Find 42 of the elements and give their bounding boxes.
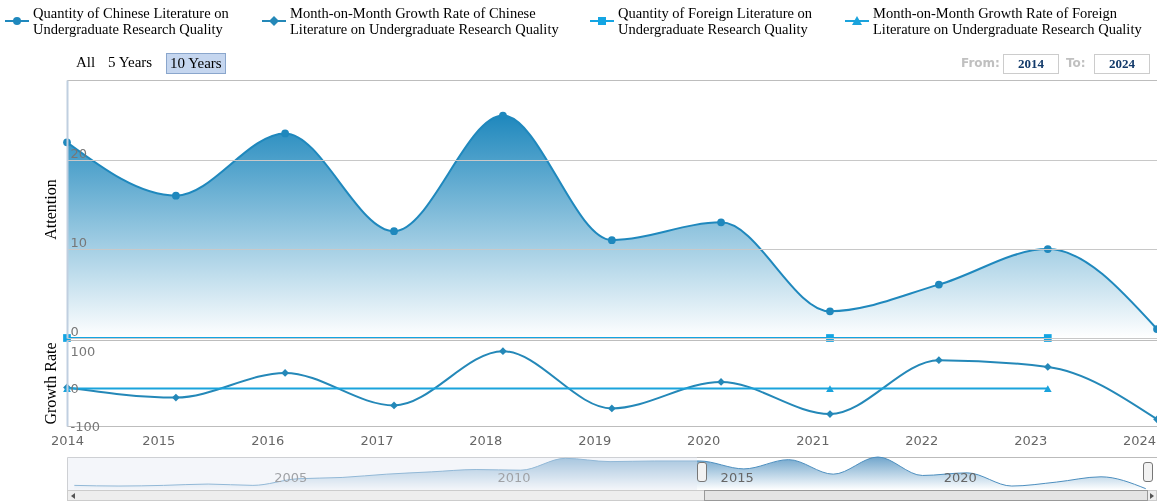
point xyxy=(607,404,616,413)
text: 2014 xyxy=(1003,54,1059,74)
text: To: xyxy=(1066,56,1086,70)
point xyxy=(1043,363,1052,371)
y-tick-label: 10 xyxy=(70,234,88,250)
y-tick-label: 0 xyxy=(70,323,79,339)
x-tick-label: 2016 xyxy=(251,432,285,448)
x-tick-label: 2021 xyxy=(796,432,830,448)
x-tick-label: 2018 xyxy=(469,432,503,448)
x-tick-label: 2017 xyxy=(360,432,394,448)
point xyxy=(390,401,398,410)
x-tick-label: 2024 xyxy=(1123,432,1157,448)
text: 5 Years xyxy=(107,53,154,72)
x-tick-label: 2020 xyxy=(943,469,977,485)
point xyxy=(826,385,834,392)
y-axis-title: Growth Rate xyxy=(41,342,59,425)
point xyxy=(1043,385,1052,392)
point xyxy=(717,378,725,386)
x-tick-label: 2019 xyxy=(578,432,612,448)
point xyxy=(499,347,507,356)
text: 2024 xyxy=(1094,54,1150,74)
y-tick-label: -100 xyxy=(70,418,101,434)
x-tick-label: 2023 xyxy=(1014,432,1048,448)
legend-label: Quantity of Foreign Literature on Undergraduate Research Quality xyxy=(618,5,813,37)
point xyxy=(172,393,180,402)
y-tick-label: 20 xyxy=(70,145,88,161)
legend-label: Quantity of Chinese Literature on Undergraduate Research Quality xyxy=(33,5,229,37)
x-tick-label: 2010 xyxy=(497,469,531,485)
x-tick-label: 2022 xyxy=(905,432,939,448)
x-tick-label: 2015 xyxy=(142,432,176,448)
text: From: xyxy=(961,56,1000,70)
text: All xyxy=(75,53,97,72)
y-tick-label: 100 xyxy=(70,343,96,359)
x-tick-label: 2015 xyxy=(720,469,754,485)
legend-label: Month-on-Month Growth Rate of Chinese Literature on Undergraduate Research Quality xyxy=(290,5,559,37)
text: 10 Years xyxy=(166,53,226,74)
x-tick-label: 2020 xyxy=(687,432,721,448)
point xyxy=(935,356,943,365)
x-tick-label: 2014 xyxy=(50,432,85,448)
legend-label: Month-on-Month Growth Rate of Foreign Literature on Undergraduate Research Quality xyxy=(873,5,1142,37)
y-axis-title: Attention xyxy=(41,179,59,240)
point xyxy=(281,369,289,377)
